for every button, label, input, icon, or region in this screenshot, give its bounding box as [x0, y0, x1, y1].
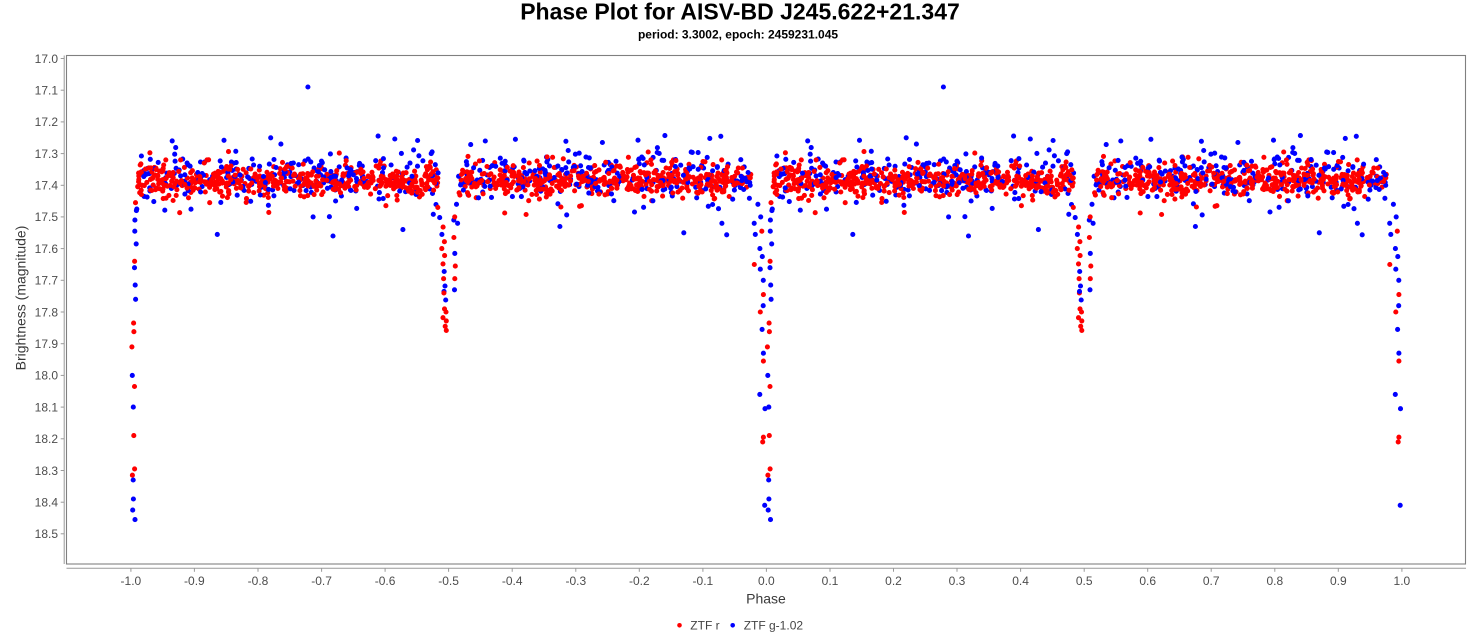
svg-text:1.0: 1.0: [1394, 574, 1411, 588]
svg-text:-1.0: -1.0: [121, 574, 142, 588]
svg-text:-0.6: -0.6: [375, 574, 396, 588]
svg-text:-0.8: -0.8: [248, 574, 269, 588]
svg-text:17.3: 17.3: [35, 147, 59, 161]
svg-text:-0.9: -0.9: [184, 574, 205, 588]
svg-text:18.4: 18.4: [35, 496, 59, 510]
svg-text:0.8: 0.8: [1266, 574, 1283, 588]
svg-text:17.1: 17.1: [35, 84, 59, 98]
svg-text:0.7: 0.7: [1203, 574, 1220, 588]
svg-text:18.1: 18.1: [35, 400, 59, 414]
svg-text:0.5: 0.5: [1076, 574, 1093, 588]
svg-text:Brightness (magnitude): Brightness (magnitude): [13, 226, 29, 371]
svg-text:17.7: 17.7: [35, 274, 59, 288]
svg-text:period: 3.3002, epoch: 2459231: period: 3.3002, epoch: 2459231.045: [638, 28, 838, 42]
svg-text:17.2: 17.2: [35, 115, 59, 129]
svg-text:18.5: 18.5: [35, 527, 59, 541]
svg-text:0.0: 0.0: [758, 574, 775, 588]
svg-text:17.0: 17.0: [35, 52, 59, 66]
svg-text:-0.5: -0.5: [438, 574, 459, 588]
svg-text:18.0: 18.0: [35, 369, 59, 383]
svg-text:17.6: 17.6: [35, 242, 59, 256]
svg-text:-0.2: -0.2: [629, 574, 650, 588]
svg-text:-0.1: -0.1: [693, 574, 714, 588]
svg-text:-0.3: -0.3: [565, 574, 586, 588]
svg-text:18.2: 18.2: [35, 432, 59, 446]
svg-text:Phase Plot for AISV-BD J245.62: Phase Plot for AISV-BD J245.622+21.347: [520, 0, 960, 25]
svg-text:Phase: Phase: [746, 591, 786, 607]
svg-text:18.3: 18.3: [35, 464, 59, 478]
svg-text:17.8: 17.8: [35, 305, 59, 319]
svg-text:0.9: 0.9: [1330, 574, 1347, 588]
svg-text:0.3: 0.3: [949, 574, 966, 588]
svg-text:0.1: 0.1: [822, 574, 839, 588]
svg-text:0.4: 0.4: [1012, 574, 1029, 588]
svg-text:17.4: 17.4: [35, 179, 59, 193]
svg-text:17.5: 17.5: [35, 210, 59, 224]
svg-text:17.9: 17.9: [35, 337, 59, 351]
svg-text:ZTF r: ZTF r: [690, 619, 719, 633]
svg-text:0.2: 0.2: [885, 574, 902, 588]
svg-text:-0.7: -0.7: [311, 574, 332, 588]
svg-text:-0.4: -0.4: [502, 574, 523, 588]
svg-text:ZTF g-1.02: ZTF g-1.02: [744, 619, 804, 633]
svg-text:0.6: 0.6: [1139, 574, 1156, 588]
